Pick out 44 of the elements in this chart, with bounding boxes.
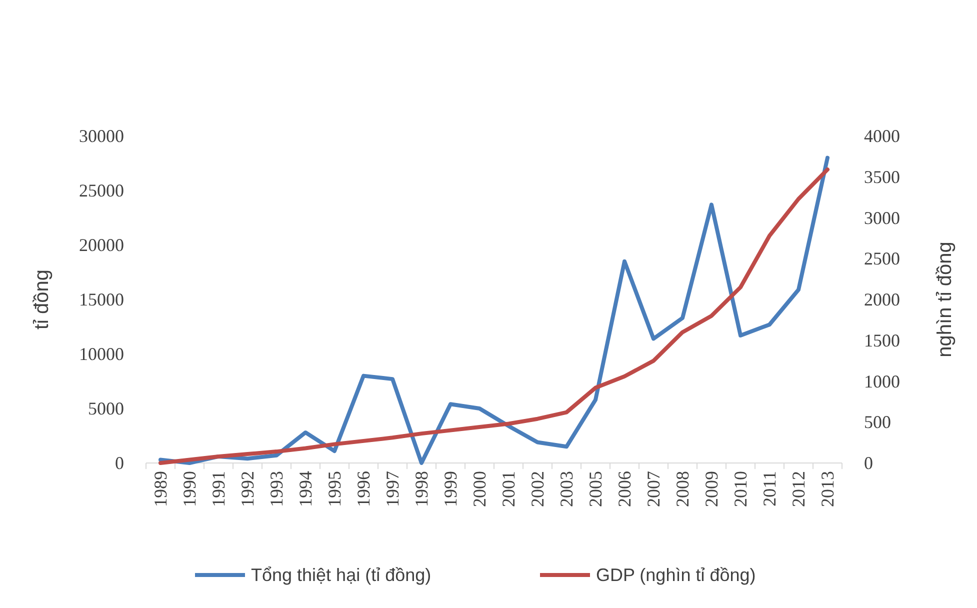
y-axis-title: tỉ đồng: [31, 269, 53, 330]
legend-label: Tổng thiệt hại (tỉ đồng): [251, 565, 432, 585]
y2-tick-label: 2000: [864, 290, 900, 310]
x-tick-label: 2010: [730, 471, 750, 507]
x-tick-label: 2013: [818, 471, 838, 507]
y2-tick-label: 2500: [864, 248, 900, 269]
x-tick-label: 1992: [238, 471, 258, 507]
y-tick-label: 10000: [79, 344, 124, 364]
x-tick-label: 2000: [470, 471, 490, 507]
y2-tick-label: 0: [864, 453, 873, 473]
x-tick-label: 2005: [586, 471, 606, 507]
y-tick-label: 0: [115, 453, 124, 473]
x-tick-label: 1999: [440, 471, 460, 507]
y2-axis-title: nghìn tỉ đồng: [934, 242, 956, 358]
legend-label: GDP (nghìn tỉ đồng): [596, 565, 756, 585]
x-tick-label: 1997: [382, 471, 402, 507]
x-tick-label: 1995: [324, 471, 344, 507]
y2-tick-label: 1000: [864, 371, 900, 392]
x-tick-label: 1996: [354, 471, 374, 507]
y2-tick-label: 500: [864, 412, 891, 432]
x-tick-label: 1993: [266, 471, 286, 507]
y2-tick-label: 4000: [864, 126, 900, 146]
y-tick-label: 30000: [79, 126, 124, 146]
y-tick-label: 25000: [79, 180, 124, 200]
x-tick-label: 2009: [702, 471, 722, 507]
x-tick-label: 2011: [760, 471, 780, 506]
x-tick-label: 1989: [150, 471, 170, 507]
y-tick-label: 15000: [79, 290, 124, 310]
y2-tick-label: 3000: [864, 208, 900, 228]
y2-tick-label: 1500: [864, 330, 900, 350]
x-tick-label: 2003: [556, 471, 576, 507]
x-tick-label: 1998: [412, 471, 432, 507]
x-tick-label: 2001: [498, 471, 518, 507]
y-tick-label: 20000: [79, 235, 124, 255]
x-tick-label: 1994: [296, 471, 316, 507]
x-tick-label: 2002: [528, 471, 548, 507]
x-tick-label: 2007: [644, 471, 664, 507]
x-tick-label: 2012: [788, 471, 808, 507]
x-tick-label: 1991: [208, 471, 228, 507]
x-tick-label: 2006: [614, 471, 634, 507]
y2-tick-label: 3500: [864, 166, 900, 187]
y-tick-label: 5000: [88, 398, 124, 418]
x-tick-label: 1990: [180, 471, 200, 507]
x-tick-label: 2008: [672, 471, 692, 507]
